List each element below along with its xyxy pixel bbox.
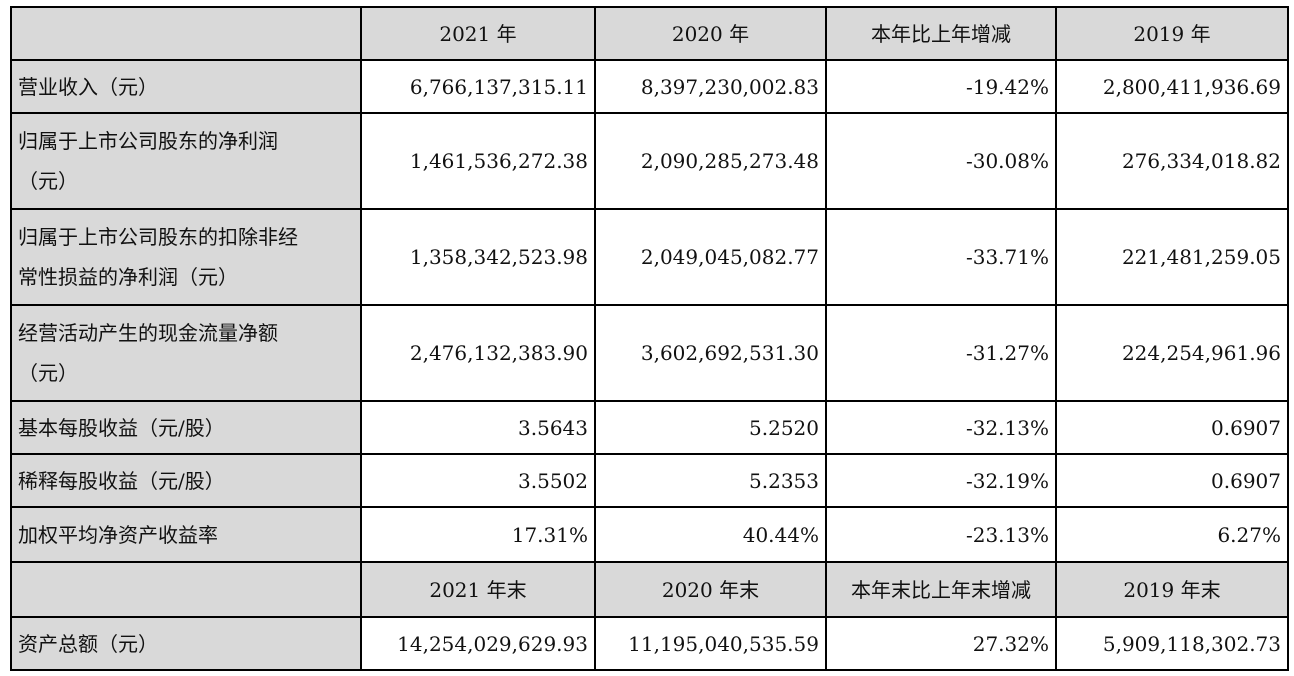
value-2019: 0.6907 (1055, 453, 1289, 508)
value-2019: 276,334,018.82 (1055, 112, 1289, 210)
value-yoy: -23.13% (825, 506, 1057, 563)
value-2020: 5.2353 (594, 453, 827, 508)
value-2020: 8,397,230,002.83 (594, 59, 827, 114)
value-2021: 6,766,137,315.11 (360, 59, 596, 114)
value-2020: 2,049,045,082.77 (594, 208, 827, 306)
row-label: 加权平均净资产收益率 (10, 506, 362, 563)
header-yoy-end-change: 本年末比上年末增减 (825, 561, 1057, 618)
value-yoy: -33.71% (825, 208, 1057, 306)
row-label: 营业收入（元） (10, 59, 362, 114)
row-label-line: （元） (18, 169, 78, 193)
value-2021: 3.5643 (360, 400, 596, 455)
value-2019: 6.27% (1055, 506, 1289, 563)
row-operating-revenue: 营业收入（元） 6,766,137,315.11 8,397,230,002.8… (10, 59, 1289, 114)
header-corner-cell (10, 561, 362, 618)
row-operating-cash-flow: 经营活动产生的现金流量净额 （元） 2,476,132,383.90 3,602… (10, 304, 1289, 402)
header-2019: 2019 年 (1055, 6, 1289, 61)
value-2020: 5.2520 (594, 400, 827, 455)
value-2020-end: 11,195,040,535.59 (594, 616, 827, 671)
row-basic-eps: 基本每股收益（元/股） 3.5643 5.2520 -32.13% 0.6907 (10, 400, 1289, 455)
value-2019: 221,481,259.05 (1055, 208, 1289, 306)
row-label: 基本每股收益（元/股） (10, 400, 362, 455)
header-2020-end: 2020 年末 (594, 561, 827, 618)
header-row-years: 2021 年 2020 年 本年比上年增减 2019 年 (10, 6, 1289, 61)
value-2021: 3.5502 (360, 453, 596, 508)
value-2019: 2,800,411,936.69 (1055, 59, 1289, 114)
value-2021: 17.31% (360, 506, 596, 563)
row-label: 经营活动产生的现金流量净额 （元） (10, 304, 362, 402)
row-label-line: 归属于上市公司股东的扣除非经 (18, 225, 298, 249)
value-2021: 1,461,536,272.38 (360, 112, 596, 210)
row-total-assets: 资产总额（元） 14,254,029,629.93 11,195,040,535… (10, 616, 1289, 671)
value-yoy-end: 27.32% (825, 616, 1057, 671)
row-label: 稀释每股收益（元/股） (10, 453, 362, 508)
header-2021: 2021 年 (360, 6, 596, 61)
row-label: 归属于上市公司股东的净利润 （元） (10, 112, 362, 210)
row-net-profit: 归属于上市公司股东的净利润 （元） 1,461,536,272.38 2,090… (10, 112, 1289, 210)
value-yoy: -30.08% (825, 112, 1057, 210)
header-yoy-change: 本年比上年增减 (825, 6, 1057, 61)
row-label-line: 常性损益的净利润（元） (18, 265, 238, 289)
value-2020: 40.44% (594, 506, 827, 563)
value-yoy: -32.13% (825, 400, 1057, 455)
row-label-line: （元） (18, 361, 78, 385)
header-2020: 2020 年 (594, 6, 827, 61)
row-weighted-roe: 加权平均净资产收益率 17.31% 40.44% -23.13% 6.27% (10, 506, 1289, 563)
row-label-line: 经营活动产生的现金流量净额 (18, 321, 278, 345)
value-2019-end: 5,909,118,302.73 (1055, 616, 1289, 671)
value-2021-end: 14,254,029,629.93 (360, 616, 596, 671)
value-2019: 224,254,961.96 (1055, 304, 1289, 402)
value-2020: 2,090,285,273.48 (594, 112, 827, 210)
value-yoy: -32.19% (825, 453, 1057, 508)
header-row-year-end: 2021 年末 2020 年末 本年末比上年末增减 2019 年末 (10, 561, 1289, 618)
value-yoy: -19.42% (825, 59, 1057, 114)
row-diluted-eps: 稀释每股收益（元/股） 3.5502 5.2353 -32.19% 0.6907 (10, 453, 1289, 508)
value-2021: 1,358,342,523.98 (360, 208, 596, 306)
row-net-profit-recurring: 归属于上市公司股东的扣除非经 常性损益的净利润（元） 1,358,342,523… (10, 208, 1289, 306)
row-label-line: 归属于上市公司股东的净利润 (18, 129, 278, 153)
value-yoy: -31.27% (825, 304, 1057, 402)
header-corner-cell (10, 6, 362, 61)
value-2019: 0.6907 (1055, 400, 1289, 455)
header-2019-end: 2019 年末 (1055, 561, 1289, 618)
row-label: 归属于上市公司股东的扣除非经 常性损益的净利润（元） (10, 208, 362, 306)
row-label: 资产总额（元） (10, 616, 362, 671)
financial-summary-table: 2021 年 2020 年 本年比上年增减 2019 年 营业收入（元） 6,7… (10, 6, 1289, 671)
header-2021-end: 2021 年末 (360, 561, 596, 618)
value-2021: 2,476,132,383.90 (360, 304, 596, 402)
value-2020: 3,602,692,531.30 (594, 304, 827, 402)
